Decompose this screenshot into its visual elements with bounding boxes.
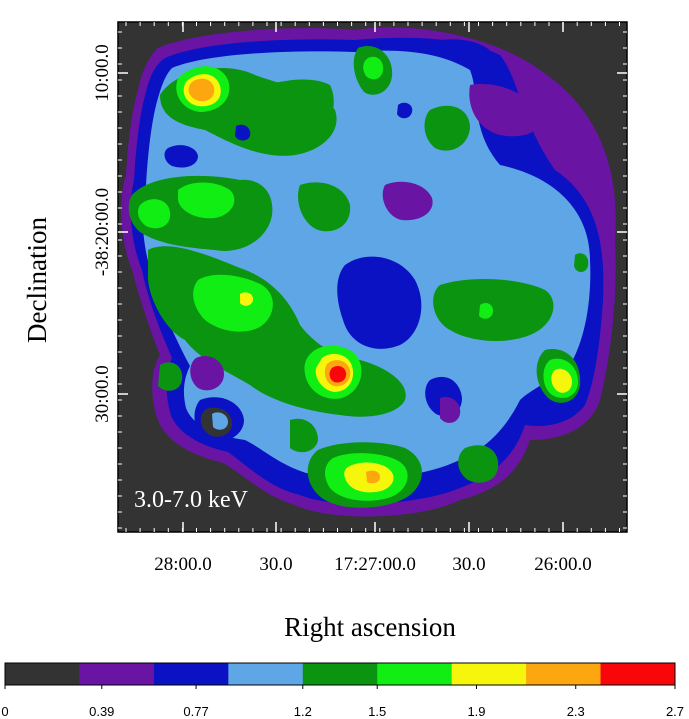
colorbar-tick-label: 2.7 xyxy=(666,704,684,719)
emission-region-level-4 xyxy=(424,105,470,151)
colorbar-tick-label: 0.39 xyxy=(89,704,114,719)
emission-region-level-7 xyxy=(188,78,215,102)
emission-region-level-5 xyxy=(178,182,235,219)
colorbar-tick-label: 1.5 xyxy=(368,704,386,719)
emission-pocket-level-1 xyxy=(469,84,541,137)
emission-pocket-level-4 xyxy=(574,253,589,272)
emission-region-level-5 xyxy=(193,274,273,332)
y-tick-label: 30:00.0 xyxy=(92,365,113,423)
x-tick-label: 26:00.0 xyxy=(534,554,592,575)
colorbar-swatch xyxy=(451,663,527,685)
emission-region-level-5 xyxy=(138,199,171,229)
emission-pocket-level-3 xyxy=(212,412,228,430)
emission-region-level-4 xyxy=(433,278,554,342)
emission-region-level-4 xyxy=(290,418,318,453)
colorbar-swatch xyxy=(79,663,155,685)
tick-marks xyxy=(118,22,627,532)
colorbar-tick-label: 1.9 xyxy=(467,704,485,719)
colorbar-swatch xyxy=(302,663,378,685)
y-tick-label: -38:20:00.0 xyxy=(92,188,113,276)
x-tick-label: 17:27:00.0 xyxy=(334,554,416,575)
colorbar-frame xyxy=(4,662,676,686)
colorbar-swatch xyxy=(5,663,80,685)
emission-region-level-7 xyxy=(366,470,380,484)
x-tick-label: 28:00.0 xyxy=(154,554,212,575)
x-axis-title: Right ascension xyxy=(284,612,456,642)
emission-map xyxy=(121,27,616,517)
emission-pocket-level-1 xyxy=(190,355,224,391)
x-tick-label: 30.0 xyxy=(452,554,485,575)
emission-region-level-4 xyxy=(250,79,334,151)
y-tick-label: 10:00.0 xyxy=(92,44,113,102)
y-axis-title: Declination xyxy=(22,217,52,343)
emission-pocket-level-2 xyxy=(337,256,422,349)
colorbar-swatch xyxy=(526,663,602,685)
colorbar-swatch xyxy=(600,663,676,685)
energy-band-label: 3.0-7.0 keV xyxy=(134,487,249,513)
emission-region-level-4 xyxy=(298,182,351,232)
plot-frame xyxy=(117,21,628,533)
colorbar-tick-label: 0.77 xyxy=(183,704,208,719)
emission-region-level-6 xyxy=(240,292,254,306)
emission-pocket-level-1 xyxy=(440,396,461,423)
emission-region-level-5 xyxy=(363,56,384,80)
colorbar-swatch xyxy=(153,663,229,685)
emission-region-level-6 xyxy=(551,368,572,393)
emission-pocket-level-1 xyxy=(382,181,433,221)
emission-region-level-8 xyxy=(329,365,347,383)
emission-region-level-4 xyxy=(458,445,499,483)
emission-region-level-5 xyxy=(479,302,494,319)
emission-region-level-4 xyxy=(158,362,183,391)
emission-pocket-level-2 xyxy=(164,145,198,168)
colorbar-tick-label: 1.2 xyxy=(294,704,312,719)
emission-pocket-level-2 xyxy=(235,124,251,141)
emission-pocket-level-2 xyxy=(397,102,413,119)
colorbar-tick-label: 0 xyxy=(1,704,8,719)
x-tick-label: 30.0 xyxy=(259,554,292,575)
colorbar-swatch xyxy=(228,663,304,685)
emission-pocket-level-2 xyxy=(378,306,390,319)
colorbar: 0 0.39 0.77 1.2 1.5 1.9 2.3 2.7 xyxy=(1,662,684,719)
colorbar-tick-label: 2.3 xyxy=(567,704,585,719)
colorbar-swatch xyxy=(377,663,453,685)
